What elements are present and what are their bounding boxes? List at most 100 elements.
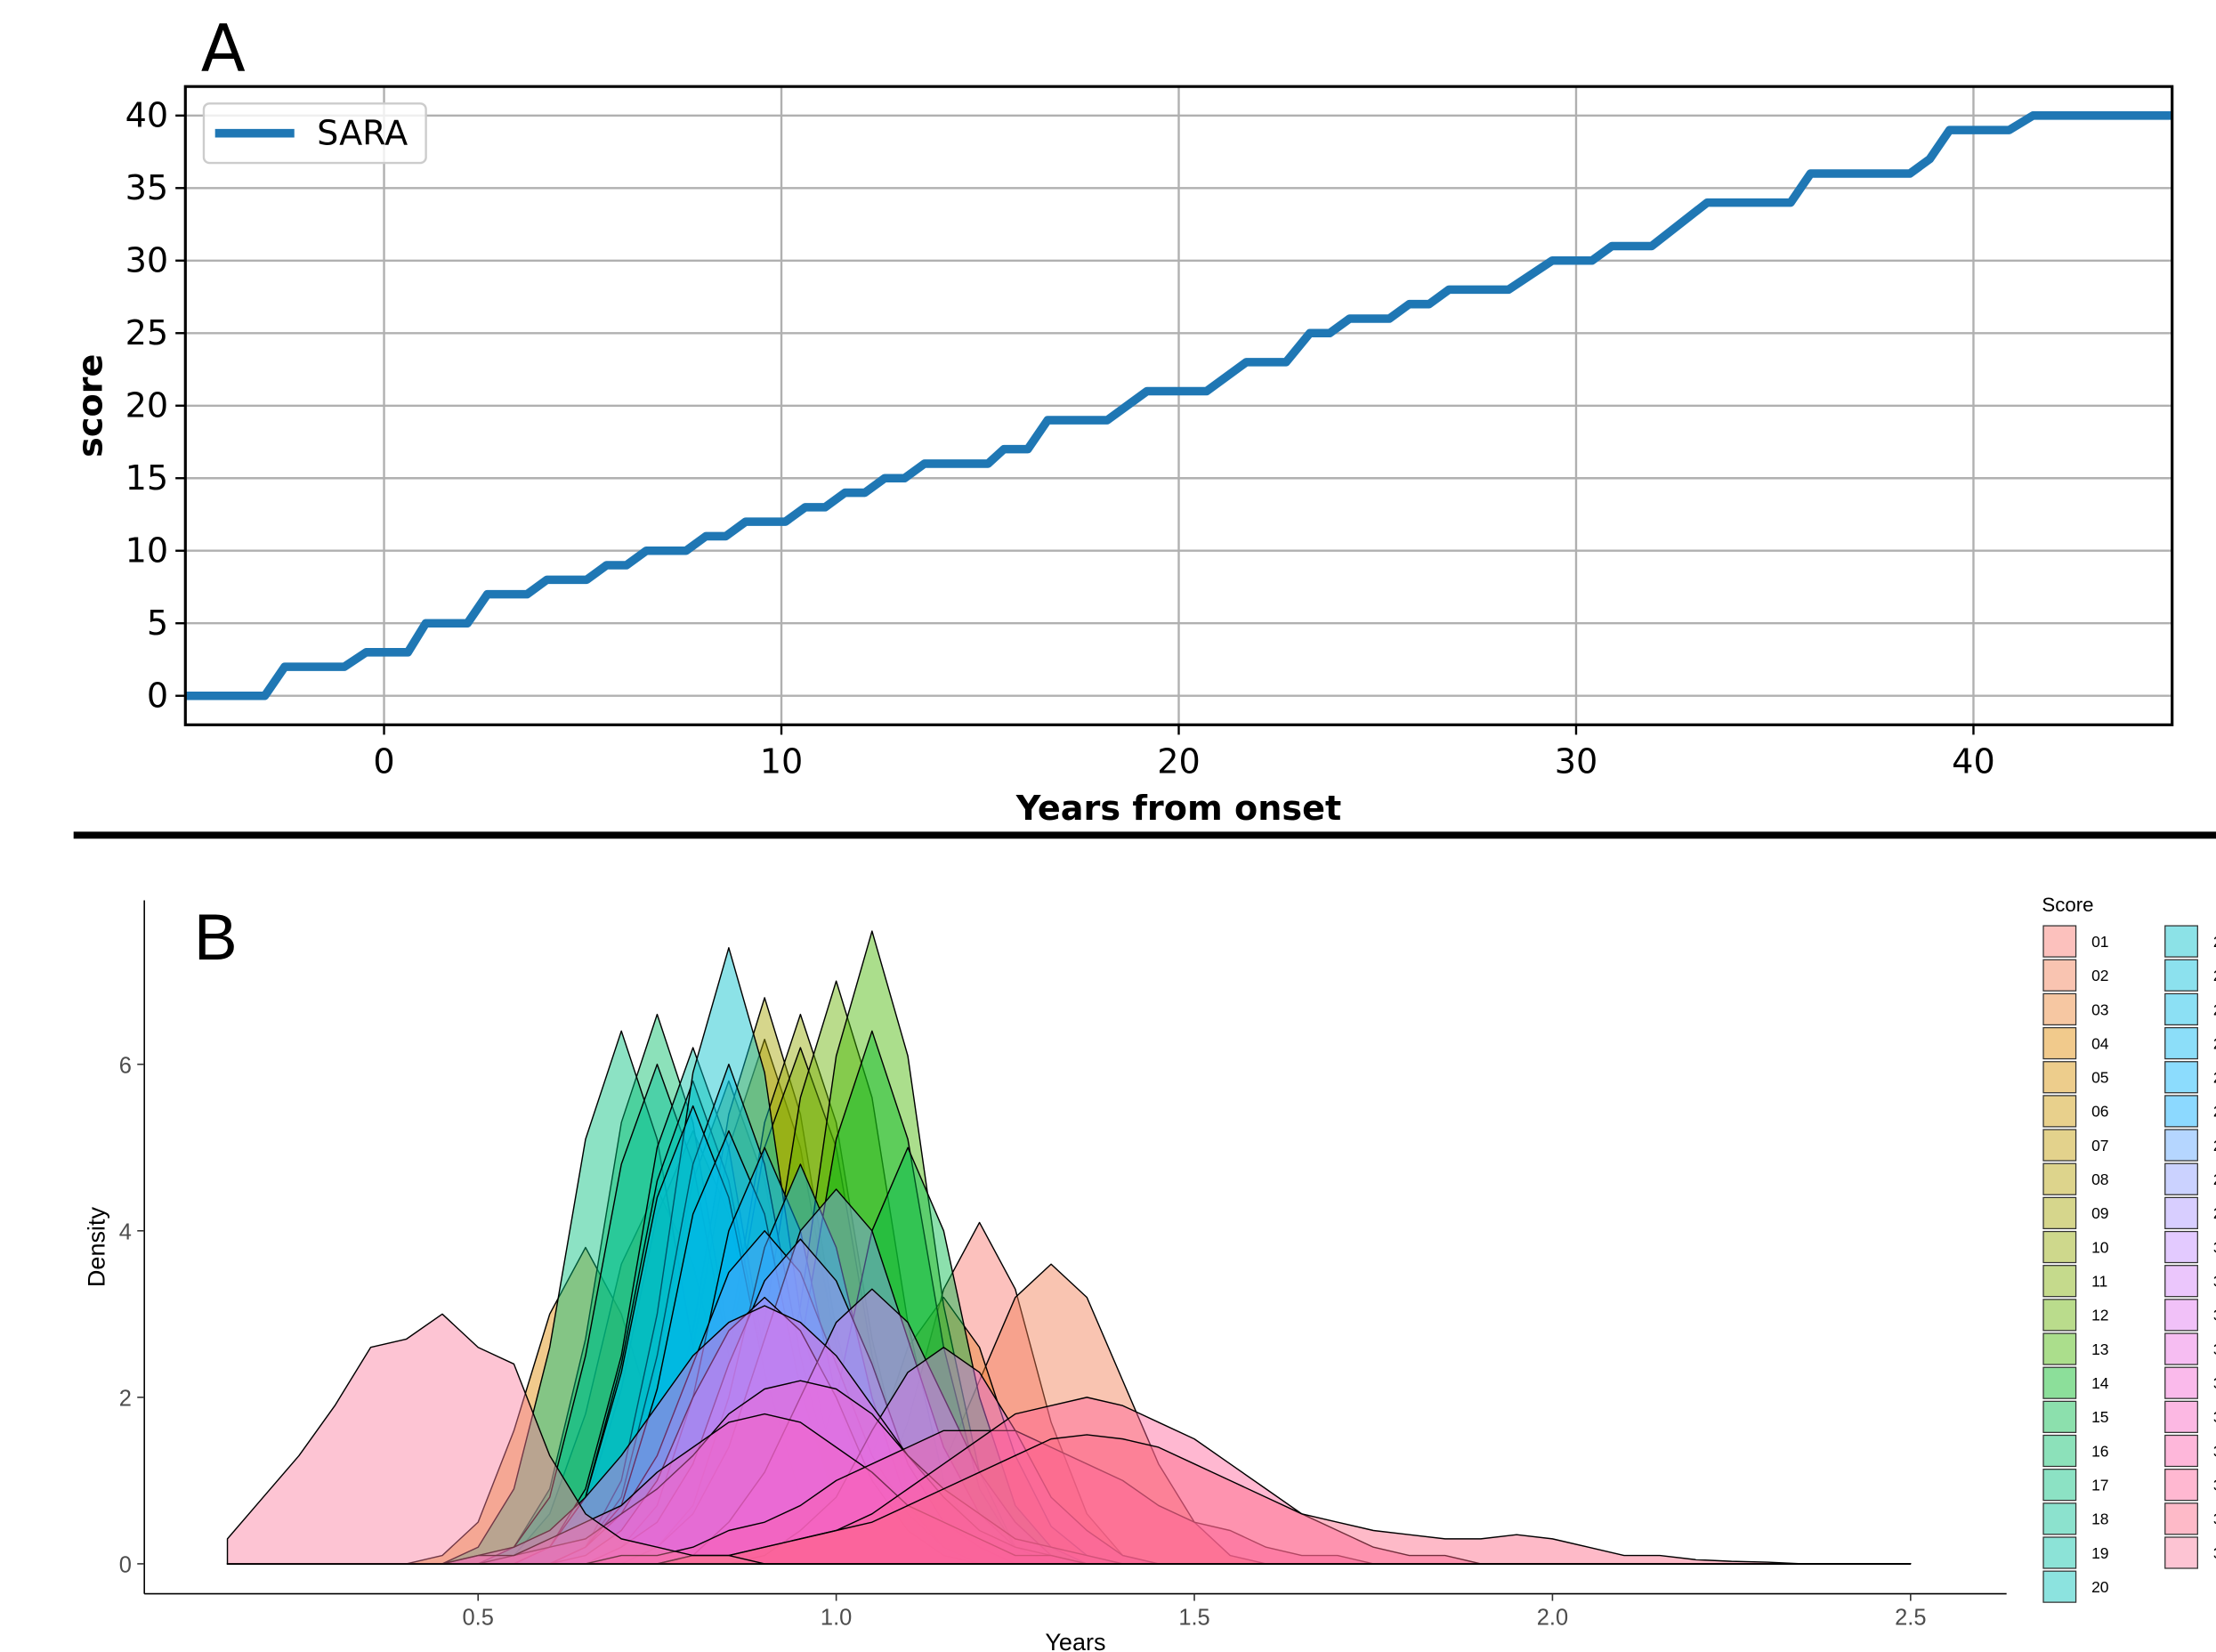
- legend-key: [2164, 1366, 2198, 1399]
- y-tick-label: 25: [125, 313, 169, 352]
- legend-label: 25: [2213, 1069, 2216, 1087]
- y-tick-label: 0: [119, 1552, 132, 1577]
- legend-label: 16: [2091, 1442, 2108, 1460]
- legend-key: [2042, 1469, 2077, 1502]
- legend-key: [2164, 1162, 2198, 1195]
- legend-box: [202, 102, 427, 165]
- legend-label: 01: [2091, 933, 2108, 951]
- y-tick-label: 5: [147, 603, 168, 643]
- legend-key: [2164, 1129, 2198, 1162]
- legend-label: 02: [2091, 967, 2108, 984]
- legend-label: 31: [2213, 1273, 2216, 1291]
- legend-label: 20: [2091, 1578, 2109, 1596]
- legend-key: [2164, 959, 2198, 992]
- x-tick-label: 2.0: [1537, 1606, 1568, 1631]
- legend-label: 37: [2213, 1477, 2216, 1494]
- density-area: [226, 1313, 1912, 1565]
- legend-key: [2042, 1434, 2077, 1468]
- legend-label: 28: [2213, 1170, 2216, 1188]
- x-tick-label: 20: [1157, 741, 1201, 781]
- x-tick-label: 1.5: [1178, 1606, 1209, 1631]
- legend-key: [2042, 1095, 2077, 1128]
- x-tick-label: 1.0: [821, 1606, 852, 1631]
- legend-key: [2164, 1230, 2198, 1264]
- y-tick-label: 20: [125, 385, 169, 425]
- legend-label: 05: [2091, 1069, 2108, 1087]
- x-tick-label: 40: [1952, 741, 1995, 781]
- legend-label: 21: [2213, 933, 2216, 951]
- legend-key: [2042, 959, 2077, 992]
- legend-key: [2042, 1265, 2077, 1298]
- legend-label: 29: [2213, 1204, 2216, 1222]
- legend-label: 08: [2091, 1170, 2108, 1188]
- legend-label: 30: [2213, 1238, 2216, 1256]
- x-tick-label: 10: [760, 741, 804, 781]
- legend-label: 39: [2213, 1544, 2216, 1562]
- legend-key: [2042, 925, 2077, 958]
- legend-key: [2164, 1332, 2198, 1365]
- x-tick-label: 30: [1555, 741, 1598, 781]
- legend-key: [2042, 1570, 2077, 1603]
- legend-key: [2042, 992, 2077, 1026]
- legend-label: 32: [2213, 1307, 2216, 1324]
- legend-label: SARA: [317, 113, 408, 152]
- legend-key: [2042, 1332, 2077, 1365]
- legend-label: 34: [2213, 1374, 2216, 1392]
- legend-key: [2164, 1095, 2198, 1128]
- y-tick-label: 15: [125, 458, 169, 498]
- legend-label: 11: [2091, 1273, 2107, 1291]
- y-tick-label: 10: [125, 530, 169, 570]
- legend-label: 04: [2091, 1034, 2109, 1052]
- legend-title: Score: [2042, 894, 2093, 916]
- legend-key: [2042, 1366, 2077, 1399]
- legend-label: 23: [2213, 1000, 2216, 1018]
- legend-label: 38: [2213, 1510, 2216, 1528]
- legend-key: [2042, 1536, 2077, 1569]
- line: [185, 111, 2172, 700]
- y-tick-label: 40: [125, 96, 169, 135]
- legend-key: [2164, 1061, 2198, 1094]
- legend-key: [2042, 1400, 2077, 1433]
- y-tick-label: 35: [125, 168, 169, 207]
- legend-label: 18: [2091, 1510, 2108, 1528]
- x-tick-label: 2.5: [1895, 1606, 1926, 1631]
- legend-label: 07: [2091, 1137, 2108, 1154]
- x-tick-label: 0.5: [463, 1606, 494, 1631]
- x-tick-label: 0: [373, 741, 394, 781]
- legend-label: 15: [2091, 1408, 2108, 1426]
- y-tick-label: 6: [119, 1053, 132, 1078]
- legend-key: [2042, 1162, 2077, 1195]
- panel-label: A: [201, 12, 246, 87]
- legend-key: [2042, 1129, 2077, 1162]
- legend-key: [2164, 1026, 2198, 1060]
- legend-key: [2164, 1400, 2198, 1433]
- legend-key: [2164, 1265, 2198, 1298]
- y-tick-label: 2: [119, 1386, 132, 1411]
- legend-label: 10: [2091, 1238, 2109, 1256]
- legend-label: 27: [2213, 1137, 2216, 1154]
- legend-key: [2042, 1061, 2077, 1094]
- legend-key: [2164, 1502, 2198, 1535]
- legend-key: [2164, 925, 2198, 958]
- y-axis-title: score: [70, 354, 109, 458]
- legend-label: 17: [2091, 1477, 2108, 1494]
- legend-label: 13: [2091, 1340, 2108, 1358]
- panel-label: B: [194, 902, 238, 974]
- y-axis-title: Density: [84, 1207, 110, 1288]
- legend-label: 09: [2091, 1204, 2108, 1222]
- y-tick-label: 0: [147, 676, 168, 715]
- panel-a: 0 10 20 30 40 0 5 10 15 20 25 30 35 40 Years from onse…: [70, 12, 2174, 828]
- legend-label: 03: [2091, 1000, 2108, 1018]
- legend-key: [2164, 992, 2198, 1026]
- legend-key: [2042, 1502, 2077, 1535]
- x-axis-title: Years: [1045, 1629, 1105, 1652]
- legend-label: 36: [2213, 1442, 2216, 1460]
- y-tick-label: 30: [125, 241, 169, 280]
- legend-key: [2042, 1299, 2077, 1332]
- legend-label: 06: [2091, 1103, 2108, 1121]
- legend-label: 22: [2213, 967, 2216, 984]
